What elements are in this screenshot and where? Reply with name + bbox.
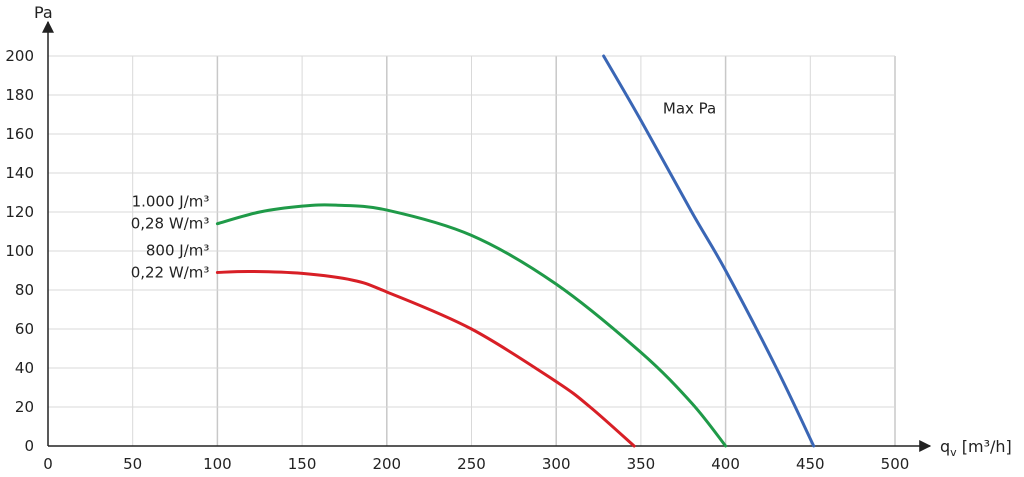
y-tick-label: 200 [5,47,34,65]
x-tick-label: 250 [457,455,486,473]
x-axis-label-sub: v [950,446,957,459]
x-tick-label: 300 [542,455,571,473]
series-label: 1.000 J/m³ [132,193,210,211]
x-tick-label: 50 [123,455,142,473]
x-tick-label: 100 [203,455,232,473]
series-labels: Max Pa 1.000 J/m³ 0,28 W/m³ 800 J/m³ 0,22 W/… [131,99,717,281]
x-tick-label: 0 [43,455,53,473]
y-tick-label: 100 [5,242,34,260]
y-tick-label: 160 [5,125,34,143]
series [215,54,816,448]
y-axis-label: Pa [34,3,53,22]
y-tick-label: 180 [5,86,34,104]
y-tick-label: 20 [15,398,34,416]
x-tick-label: 500 [881,455,910,473]
axes [42,20,932,452]
y-tick-label: 40 [15,359,34,377]
y-tick-label: 60 [15,320,34,338]
series-label: 0,28 W/m³ [131,215,210,233]
y-tick-label: 120 [5,203,34,221]
y-tick-label: 0 [24,437,34,455]
x-tick-label: 450 [796,455,825,473]
series-label: 0,22 W/m³ [131,263,210,281]
y-tick-label: 80 [15,281,34,299]
tick-labels: 0 50 100 150 200 250 300 350 400 450 500 0 20 40 60 80 1… [5,47,909,473]
x-axis-label-unit: [m³/h] [957,437,1012,456]
curve-1000-jm3 [215,203,728,448]
x-axis-label: qv [m³/h] [940,437,1012,459]
x-axis-label-main: q [940,437,950,456]
series-label: 800 J/m³ [146,241,210,259]
curve-800-jm3 [215,269,636,448]
x-tick-label: 350 [627,455,656,473]
max-pa-curve [602,54,816,448]
series-label: Max Pa [663,99,716,117]
x-tick-label: 400 [711,455,740,473]
x-tick-label: 200 [372,455,401,473]
x-tick-label: 150 [288,455,317,473]
y-tick-label: 140 [5,164,34,182]
